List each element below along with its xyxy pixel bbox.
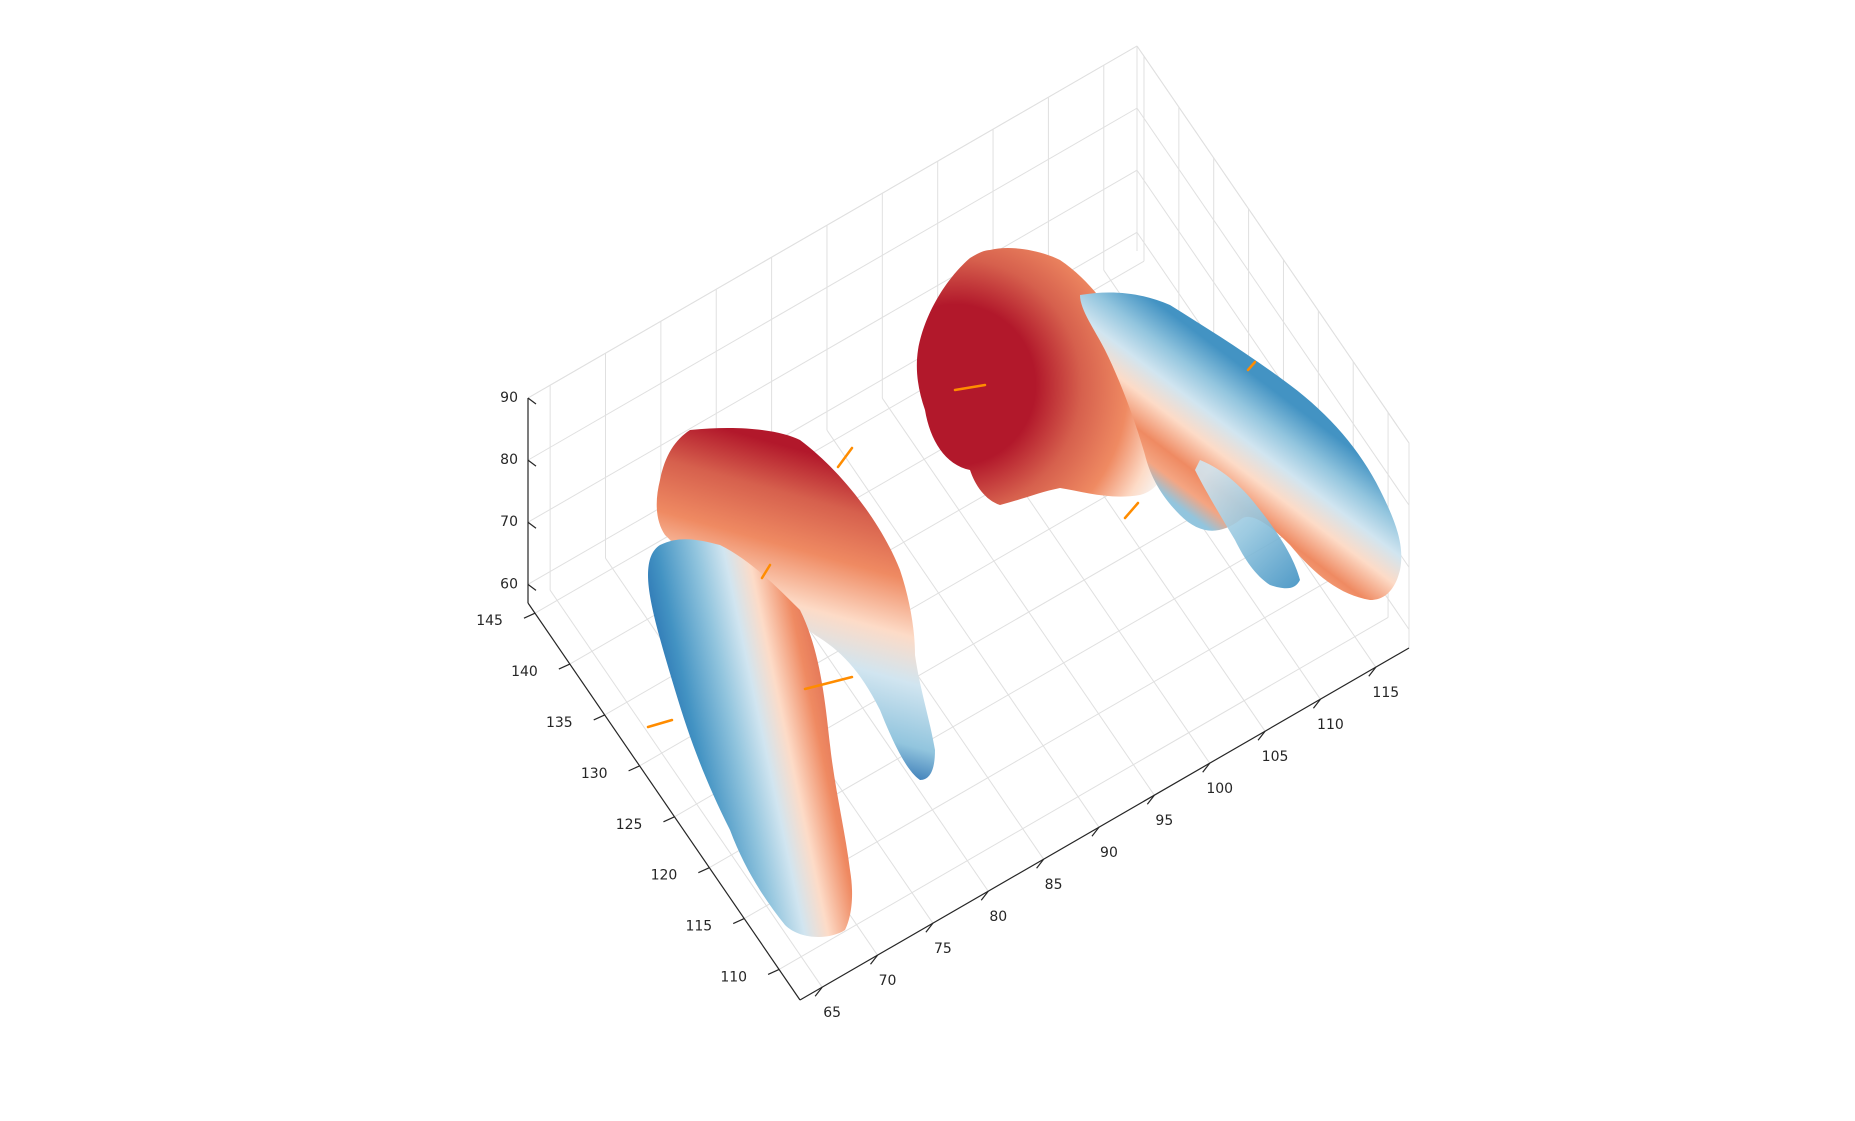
x-tick-mark <box>1257 730 1266 741</box>
normal-vectors <box>646 360 1257 729</box>
grid-line-x-floor <box>826 429 1100 828</box>
normal-vector <box>760 563 772 580</box>
y-tick-mark <box>523 612 536 619</box>
y-tick-label: 115 <box>685 919 712 935</box>
x-tick-label: 110 <box>1317 717 1344 733</box>
x-tick-mark <box>1146 794 1155 805</box>
y-tick-mark <box>732 918 745 925</box>
x-tick-label: 100 <box>1206 781 1233 797</box>
z-tick-mark <box>527 583 537 591</box>
y-tick-mark <box>663 816 675 823</box>
x-tick-label: 95 <box>1155 813 1173 829</box>
z-tick-mark <box>527 397 537 405</box>
normal-vector <box>953 383 987 392</box>
y-tick-label: 120 <box>651 868 678 884</box>
x-tick-label: 90 <box>1100 845 1118 861</box>
surface-lower-left <box>648 539 853 937</box>
y-tick-label: 110 <box>720 969 747 985</box>
x-tick-label: 65 <box>823 1005 841 1021</box>
x-tick-mark <box>1202 762 1211 773</box>
grid-line-z-backwall <box>527 107 1138 461</box>
y-tick-label: 130 <box>581 766 608 782</box>
x-tick-mark <box>1091 826 1100 837</box>
x-tick-mark <box>1312 698 1321 709</box>
grid-line-x-floor <box>549 589 823 988</box>
x-tick-mark <box>814 986 823 997</box>
normal-vector <box>836 446 854 469</box>
y-tick-mark <box>558 663 571 670</box>
grid-line-y-floor <box>778 617 1389 970</box>
y-tick-mark <box>698 867 710 874</box>
grid-line-z-sidewall <box>1136 107 1410 506</box>
grid-line-z-backwall <box>527 169 1138 523</box>
normal-vector <box>646 718 674 729</box>
z-tick-label: 60 <box>500 576 518 592</box>
x-tick-label: 115 <box>1372 685 1399 701</box>
y-tick-label: 125 <box>616 817 643 833</box>
surface-right <box>1080 292 1402 600</box>
x-tick-mark <box>1368 666 1377 677</box>
tick-labels: 65 70 75 80 85 90 95 100 105 110 115 110 115 120 125 13… <box>476 390 1399 1021</box>
normal-vector <box>1123 501 1140 520</box>
x-axis-line <box>799 647 1410 1001</box>
surface-right-underside <box>1195 460 1300 589</box>
x-tick-mark <box>925 922 934 933</box>
x-tick-label: 75 <box>934 941 952 957</box>
y-tick-label: 145 <box>476 613 503 629</box>
x-tick-mark <box>980 890 989 901</box>
x-tick-mark <box>870 954 878 965</box>
y-tick-mark <box>593 714 605 721</box>
grid-line-x-floor <box>881 397 1155 796</box>
y-tick-mark <box>767 968 780 976</box>
x-tick-label: 105 <box>1262 749 1289 765</box>
z-tick-label: 70 <box>500 514 518 530</box>
axes <box>523 397 1410 1001</box>
y-axis-line <box>527 602 801 1001</box>
x-tick-label: 85 <box>1045 877 1063 893</box>
surface-upper-left <box>656 428 935 780</box>
z-tick-mark <box>527 459 537 467</box>
z-tick-label: 90 <box>500 390 518 406</box>
surfaces <box>648 248 1402 937</box>
x-tick-mark <box>1036 858 1045 869</box>
box-edge <box>1136 45 1410 444</box>
y-tick-label: 140 <box>511 664 538 680</box>
box-edge <box>527 45 1138 399</box>
y-tick-mark <box>628 765 640 772</box>
normal-vector <box>803 675 854 691</box>
z-tick-label: 80 <box>500 452 518 468</box>
y-tick-label: 135 <box>546 715 573 731</box>
x-tick-label: 80 <box>989 909 1007 925</box>
normal-vector <box>1246 360 1257 372</box>
x-tick-label: 70 <box>879 973 897 989</box>
z-tick-mark <box>527 521 537 529</box>
